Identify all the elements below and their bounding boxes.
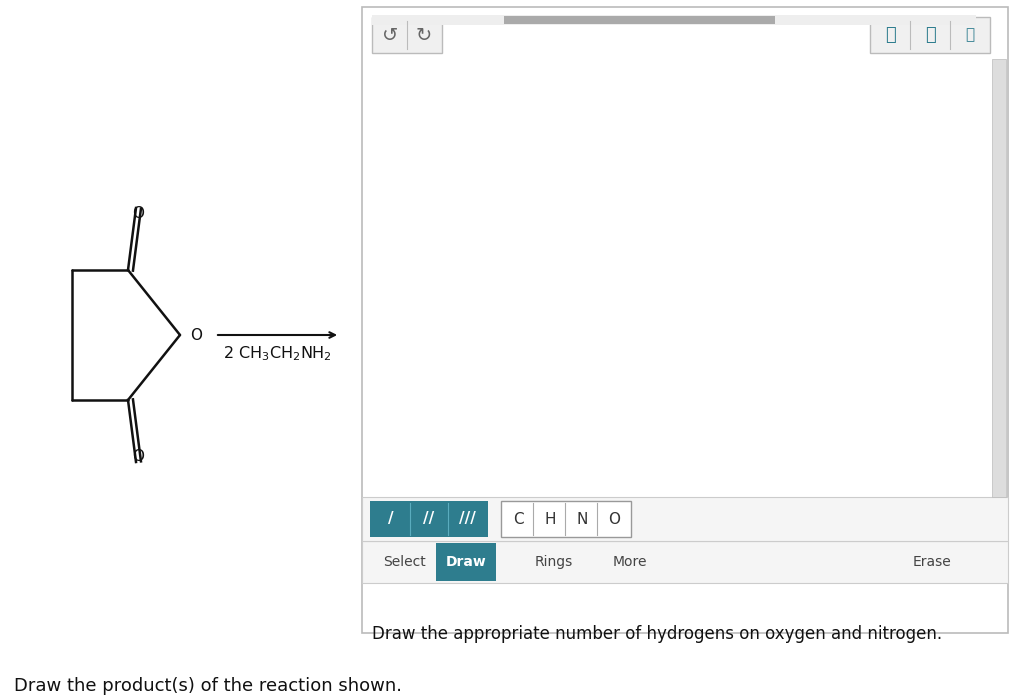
Text: 2 CH$_3$CH$_2$NH$_2$: 2 CH$_3$CH$_2$NH$_2$ (223, 344, 332, 363)
Text: H: H (544, 512, 556, 527)
Text: Draw: Draw (445, 555, 486, 569)
Bar (501, 501, 631, 537)
Text: More: More (612, 555, 647, 569)
Text: Select: Select (383, 555, 425, 569)
Bar (362, 497, 1008, 541)
Bar (372, 17, 442, 53)
Text: ///: /// (459, 512, 475, 527)
Text: 🔍: 🔍 (885, 26, 895, 44)
Text: ↺: ↺ (382, 26, 398, 44)
Text: C: C (513, 512, 523, 527)
Text: O: O (608, 512, 620, 527)
Text: 🔎: 🔎 (925, 26, 935, 44)
Text: Rings: Rings (535, 555, 573, 569)
Bar (362, 7, 1008, 633)
Bar (992, 59, 1006, 497)
Bar (372, 15, 976, 25)
Text: Draw the product(s) of the reaction shown.: Draw the product(s) of the reaction show… (14, 677, 402, 695)
Bar (436, 543, 496, 581)
Text: O: O (132, 449, 144, 464)
Bar (362, 541, 1008, 583)
Text: 🔍: 🔍 (966, 28, 975, 42)
Text: Erase: Erase (912, 555, 951, 569)
Text: N: N (577, 512, 588, 527)
Text: //: // (423, 512, 434, 527)
Text: O: O (132, 206, 144, 221)
Bar (370, 501, 488, 537)
Bar (870, 17, 990, 53)
Text: O: O (190, 327, 202, 343)
Bar (504, 16, 775, 24)
Text: /: / (388, 512, 394, 527)
Text: ↻: ↻ (416, 26, 432, 44)
Text: Draw the appropriate number of hydrogens on oxygen and nitrogen.: Draw the appropriate number of hydrogens… (372, 625, 942, 643)
